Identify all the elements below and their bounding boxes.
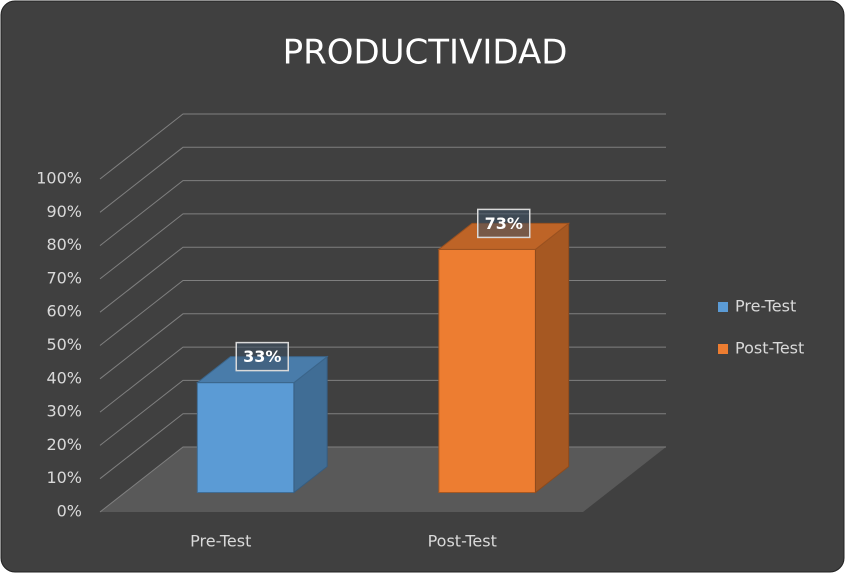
data-label-box xyxy=(235,341,289,372)
y-tick-label: 80% xyxy=(46,235,82,254)
legend-label: Post-Test xyxy=(735,339,804,358)
x-tick-label: Post-Test xyxy=(428,532,497,551)
y-tick-label: 50% xyxy=(46,335,82,354)
legend-swatch xyxy=(718,344,728,354)
data-label: 33% xyxy=(243,347,281,366)
y-tick-label: 100% xyxy=(36,169,82,188)
y-tick-label: 30% xyxy=(46,402,82,421)
x-tick-label: Pre-Test xyxy=(190,532,251,551)
data-label: 73% xyxy=(485,214,523,233)
bar-front xyxy=(196,382,295,493)
y-tick-label: 70% xyxy=(46,268,82,287)
y-tick-label: 40% xyxy=(46,368,82,387)
grid-line xyxy=(99,180,666,246)
grid-line xyxy=(99,146,666,213)
floor xyxy=(100,447,666,512)
bar-front xyxy=(438,248,536,493)
legend-label: Pre-Test xyxy=(735,297,796,316)
legend-swatch xyxy=(718,302,728,312)
y-tick-label: 10% xyxy=(46,468,82,487)
bar-side xyxy=(534,222,570,494)
y-tick-label: 20% xyxy=(46,435,82,454)
data-label-box xyxy=(477,208,531,239)
y-tick-label: 60% xyxy=(46,302,82,321)
grid-line xyxy=(99,113,666,180)
y-tick-label: 0% xyxy=(57,502,82,521)
y-tick-label: 90% xyxy=(46,202,82,221)
chart-title: PRODUCTIVIDAD xyxy=(283,33,568,73)
